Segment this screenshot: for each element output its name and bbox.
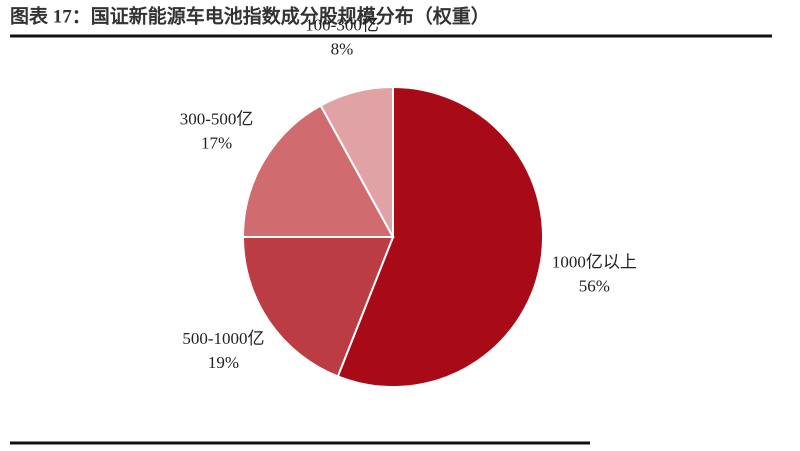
value-label: 17% bbox=[201, 134, 232, 153]
pie-slice bbox=[336, 85, 544, 388]
slice-label: 1000亿以上 bbox=[552, 252, 637, 271]
value-label: 19% bbox=[208, 353, 239, 372]
value-label: 8% bbox=[331, 39, 354, 58]
pie-slice bbox=[319, 85, 394, 238]
pie-slice bbox=[241, 104, 395, 238]
slice-label: 100-300亿 bbox=[305, 15, 379, 34]
slice-label: 500-1000亿 bbox=[182, 329, 264, 348]
chart-title: 图表 17：国证新能源车电池指数成分股规模分布（权重） bbox=[10, 4, 490, 27]
slice-label: 300-500亿 bbox=[180, 110, 254, 129]
value-label: 56% bbox=[579, 276, 610, 295]
pie-slice bbox=[241, 236, 395, 378]
